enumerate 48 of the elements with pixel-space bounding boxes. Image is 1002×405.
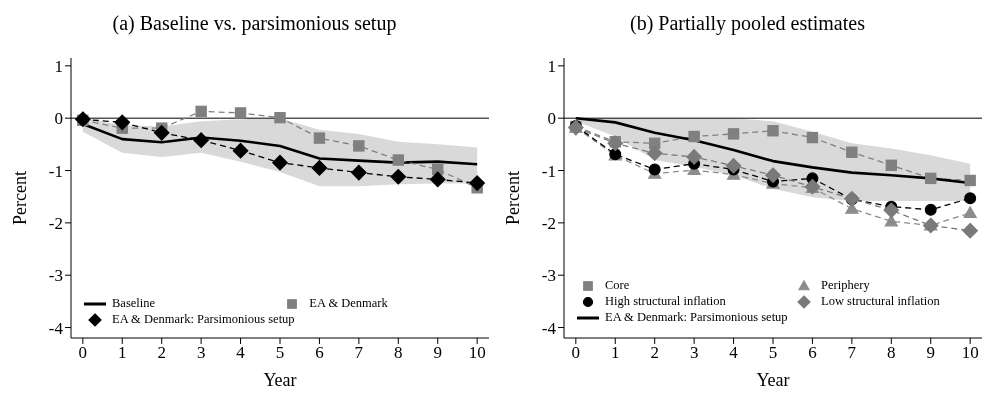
y-tick-label: 0 bbox=[547, 109, 556, 129]
y-tick-label: 1 bbox=[547, 56, 556, 76]
x-tick-label: 7 bbox=[847, 343, 857, 363]
x-tick-label: 1 bbox=[118, 343, 127, 363]
x-tick-label: 5 bbox=[275, 343, 285, 363]
x-tick-label: 9 bbox=[433, 343, 442, 363]
y-tick-label: 1 bbox=[54, 56, 63, 76]
x-axis-title: Year bbox=[263, 370, 297, 390]
y-tick-label: -2 bbox=[48, 213, 63, 233]
x-tick-label: 0 bbox=[78, 343, 88, 363]
x-tick-label: 10 bbox=[468, 343, 486, 363]
x-tick-label: 9 bbox=[926, 343, 935, 363]
x-tick-label: 3 bbox=[196, 343, 206, 363]
x-tick-label: 2 bbox=[157, 343, 166, 363]
x-tick-label: 8 bbox=[394, 343, 403, 363]
x-tick-label: 4 bbox=[729, 343, 739, 363]
x-tick-label: 4 bbox=[236, 343, 246, 363]
legend-label: High structural inflation bbox=[605, 294, 726, 309]
legend-label: Baseline bbox=[112, 296, 156, 311]
y-axis-title: Percent bbox=[10, 171, 31, 225]
x-tick-label: 7 bbox=[354, 343, 364, 363]
y-axis-title: Percent bbox=[503, 171, 524, 225]
y-tick-label: -3 bbox=[48, 266, 63, 286]
y-tick-label: -3 bbox=[541, 266, 556, 286]
x-tick-label: 6 bbox=[808, 343, 817, 363]
chart-title: (a) Baseline vs. parsimonious setup bbox=[111, 11, 398, 37]
x-tick-label: 3 bbox=[689, 343, 699, 363]
x-axis-title: Year bbox=[756, 370, 790, 390]
legend-label: Periphery bbox=[821, 278, 870, 293]
y-tick-label: -2 bbox=[541, 213, 556, 233]
x-tick-label: 5 bbox=[768, 343, 778, 363]
y-tick-label: -4 bbox=[541, 318, 557, 338]
y-tick-label: -4 bbox=[48, 318, 64, 338]
y-tick-label: -1 bbox=[541, 161, 556, 181]
x-tick-label: 1 bbox=[611, 343, 620, 363]
y-tick-label: -1 bbox=[48, 161, 63, 181]
x-tick-label: 8 bbox=[887, 343, 896, 363]
legend-label: EA & Denmark: Parsimonious setup bbox=[112, 312, 295, 327]
legend-label: Low structural inflation bbox=[821, 294, 940, 309]
chart-title: (b) Partially pooled estimates bbox=[629, 11, 866, 37]
x-tick-label: 10 bbox=[961, 343, 979, 363]
legend-label: EA & Denmark: Parsimonious setup bbox=[605, 310, 788, 325]
legend-label: EA & Denmark bbox=[309, 296, 388, 311]
legend-label: Core bbox=[605, 278, 630, 293]
x-tick-label: 2 bbox=[650, 343, 659, 363]
x-tick-label: 0 bbox=[571, 343, 581, 363]
y-tick-label: 0 bbox=[54, 109, 63, 129]
x-tick-label: 6 bbox=[315, 343, 324, 363]
